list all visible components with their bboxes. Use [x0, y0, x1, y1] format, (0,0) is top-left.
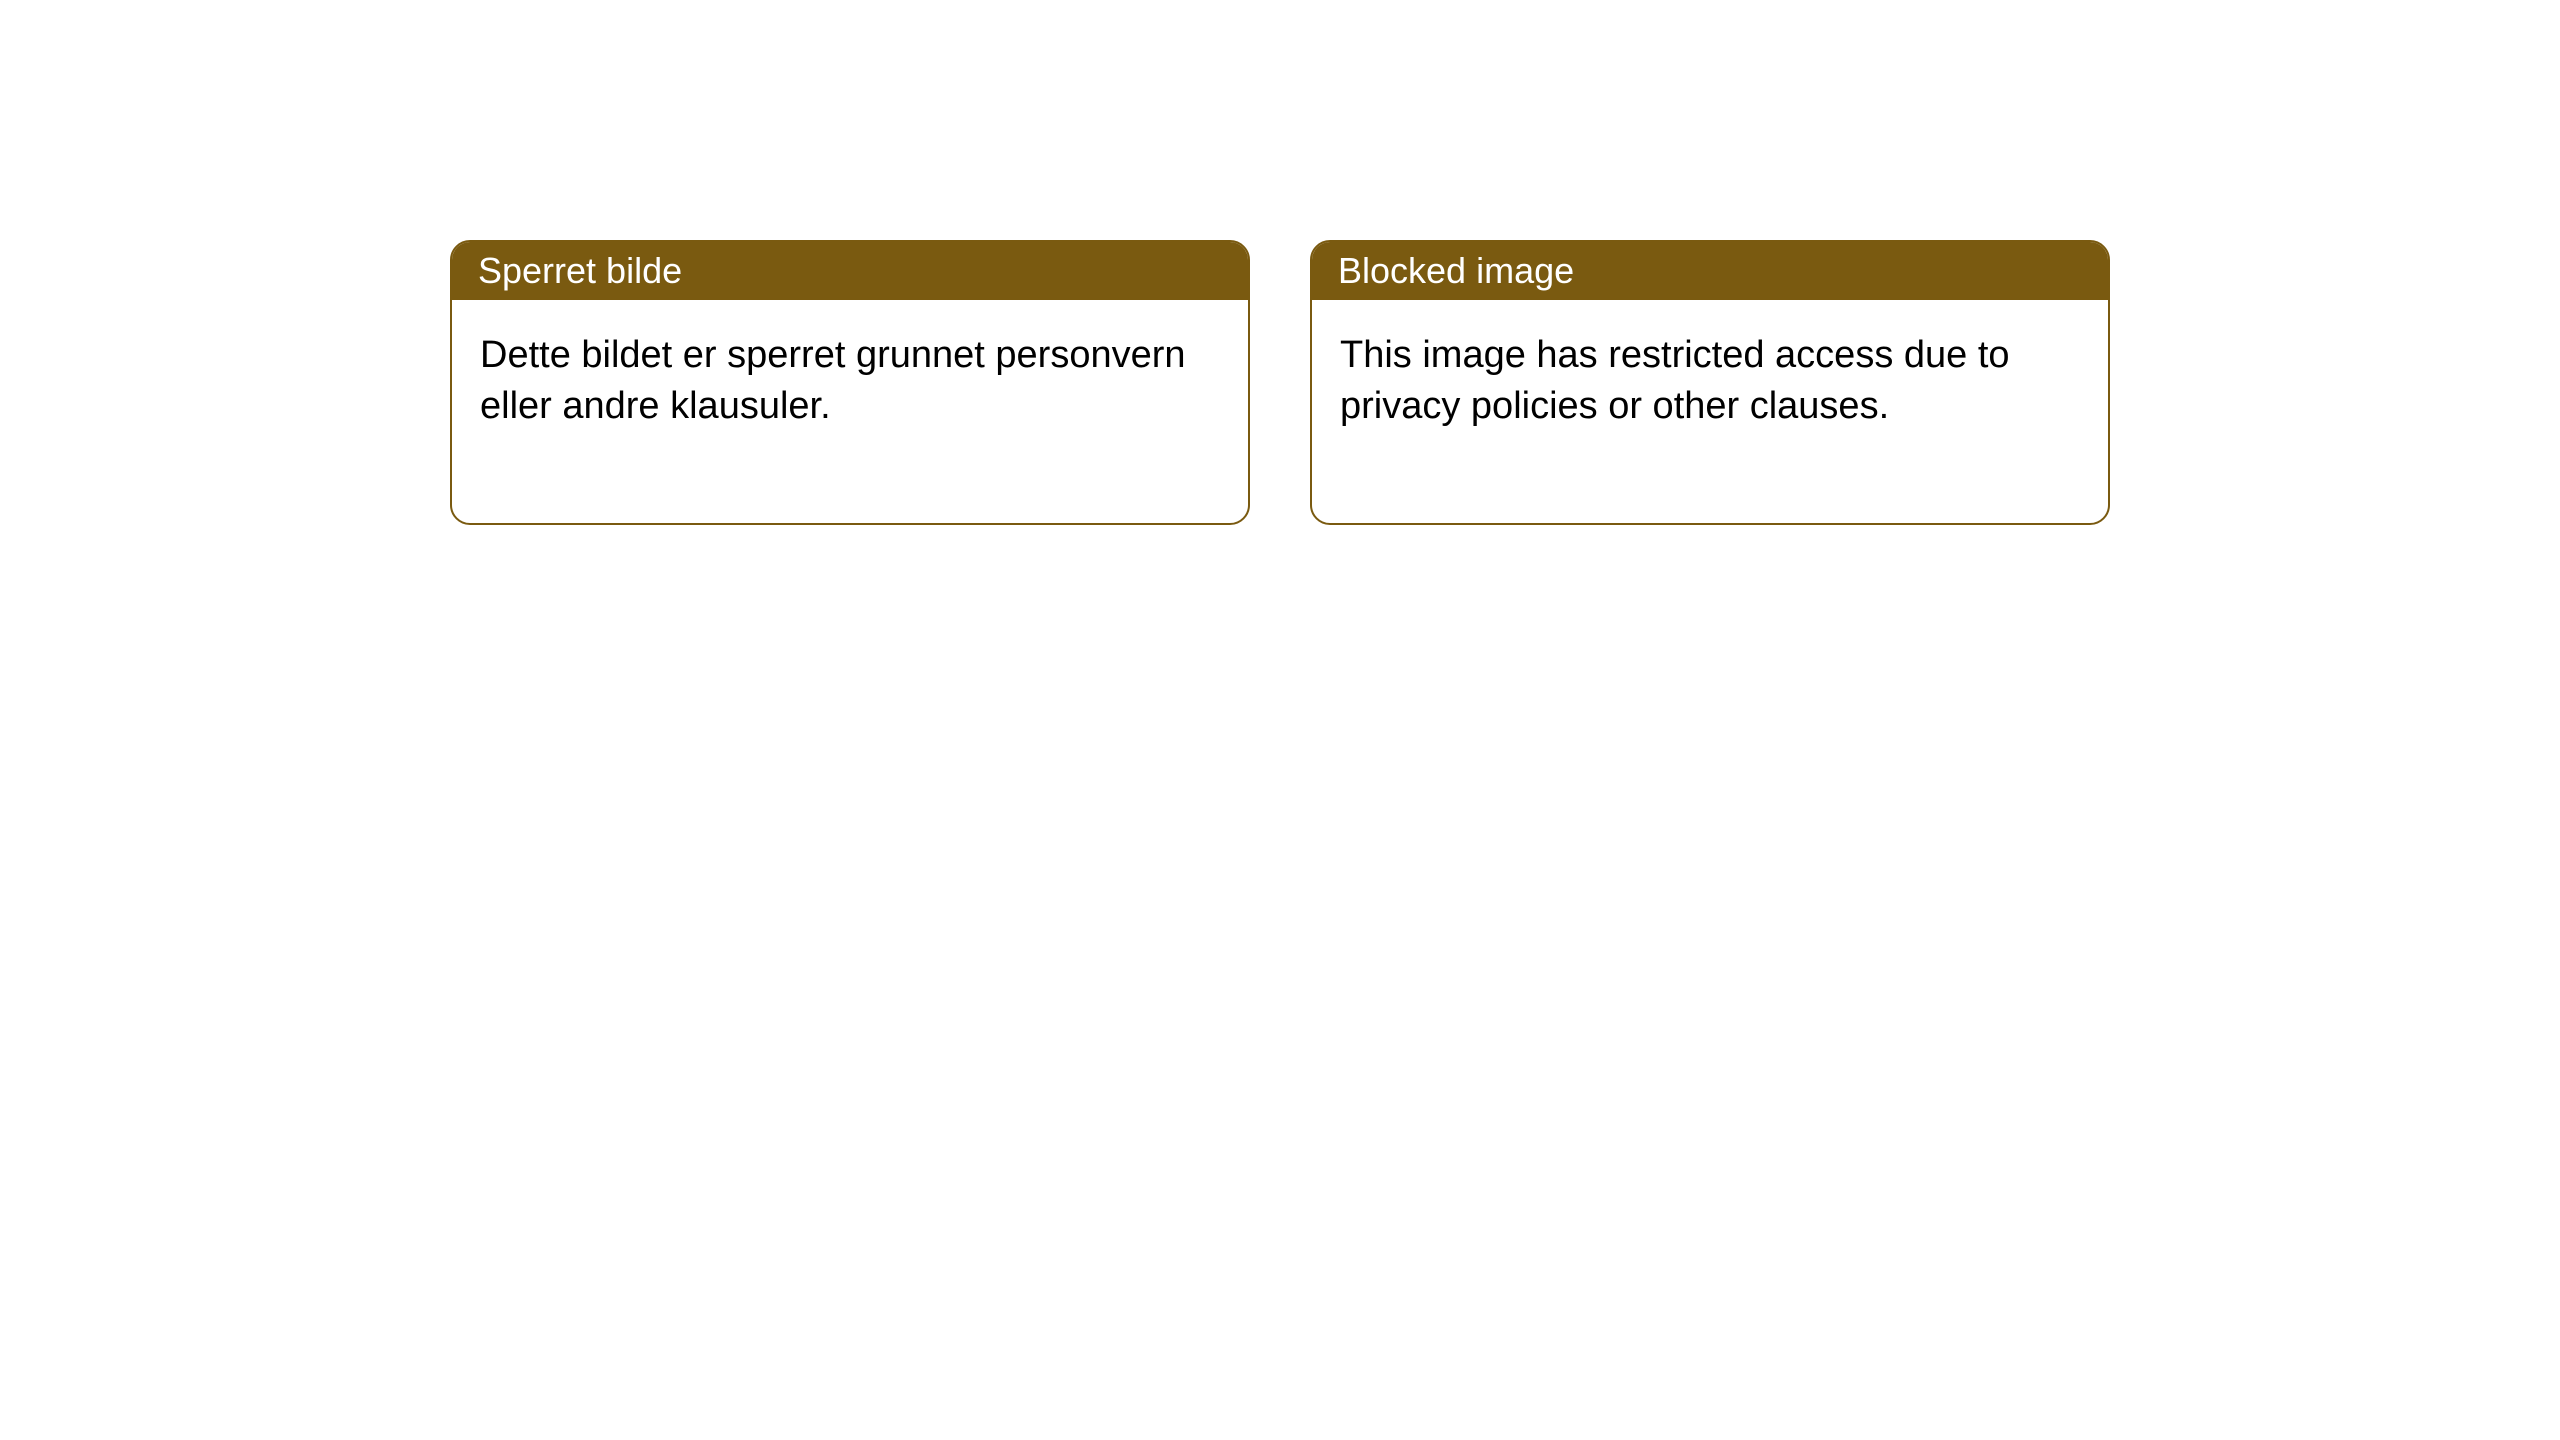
notice-body-norwegian: Dette bildet er sperret grunnet personve… — [452, 300, 1248, 523]
notice-container: Sperret bilde Dette bildet er sperret gr… — [0, 0, 2560, 525]
notice-card-norwegian: Sperret bilde Dette bildet er sperret gr… — [450, 240, 1250, 525]
notice-card-english: Blocked image This image has restricted … — [1310, 240, 2110, 525]
notice-body-english: This image has restricted access due to … — [1312, 300, 2108, 523]
notice-header-norwegian: Sperret bilde — [452, 242, 1248, 300]
notice-header-english: Blocked image — [1312, 242, 2108, 300]
